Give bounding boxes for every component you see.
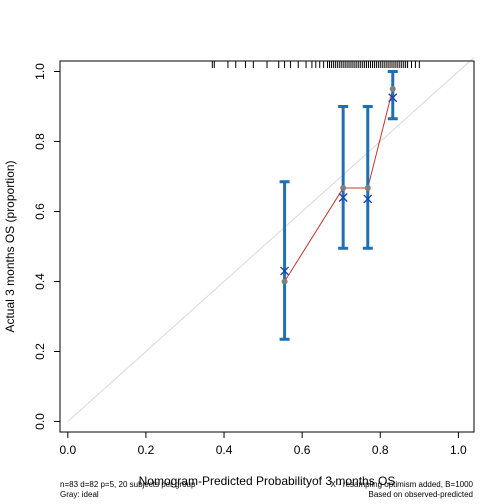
y-axis-label: Actual 3 months OS (proportion) xyxy=(3,160,17,332)
x-tick-label: 0.2 xyxy=(138,443,155,457)
x-tick-label: 0.4 xyxy=(216,443,233,457)
x-tick-label: 1.0 xyxy=(450,443,467,457)
y-tick-label: 0.4 xyxy=(33,273,47,290)
x-tick-label: 0.0 xyxy=(59,443,76,457)
y-tick-label: 0.6 xyxy=(33,203,47,220)
observed-line xyxy=(284,88,394,282)
plot-frame xyxy=(59,60,475,433)
y-tick-label: 0.0 xyxy=(33,413,47,430)
observed-point xyxy=(389,86,396,92)
x-tick-label: 0.8 xyxy=(372,443,389,457)
error-bar xyxy=(362,105,373,250)
y-axis: 0.0 0.2 0.4 0.6 0.8 1.0 xyxy=(33,63,60,430)
y-tick-label: 1.0 xyxy=(33,63,47,80)
footer-left-line1: n=83 d=82 p=5, 20 subjects per group xyxy=(60,480,196,489)
corrected-mark-b xyxy=(280,266,290,276)
error-bar xyxy=(279,180,290,341)
error-bars-layer xyxy=(279,70,398,341)
corrected-mark-b xyxy=(388,93,398,103)
corrected-point xyxy=(338,193,348,202)
corrected-point xyxy=(388,93,398,103)
y-tick-label: 0.2 xyxy=(33,343,47,360)
ideal-line xyxy=(67,57,475,422)
x-tick-label: 0.6 xyxy=(294,443,311,457)
corrected-point xyxy=(280,266,290,276)
rug-layer xyxy=(211,61,420,68)
observed-point xyxy=(281,278,288,285)
observed-point xyxy=(364,185,371,192)
footer-left-line2: Gray: ideal xyxy=(60,490,99,499)
ideal-line-layer xyxy=(67,57,475,422)
corrected-mark-b xyxy=(363,194,373,204)
x-axis-label: Nomogram-Predicted Probabilityof 3 month… xyxy=(139,474,396,488)
footer-right-line2: Based on observed-predicted xyxy=(368,490,473,499)
footer-right-line1: X - resampling optimism added, B=1000 xyxy=(330,480,473,489)
x-axis: 0.0 0.2 0.4 0.6 0.8 1.0 xyxy=(59,432,467,457)
corrected-point xyxy=(363,194,373,204)
error-bar xyxy=(338,105,349,250)
corrected-mark-b xyxy=(338,193,348,202)
observed-point xyxy=(340,185,347,192)
y-tick-label: 0.8 xyxy=(33,133,47,150)
observed-line-layer xyxy=(284,88,394,282)
observed-points-layer xyxy=(281,86,396,285)
error-bar xyxy=(387,70,398,121)
corrected-points-layer xyxy=(280,93,398,276)
